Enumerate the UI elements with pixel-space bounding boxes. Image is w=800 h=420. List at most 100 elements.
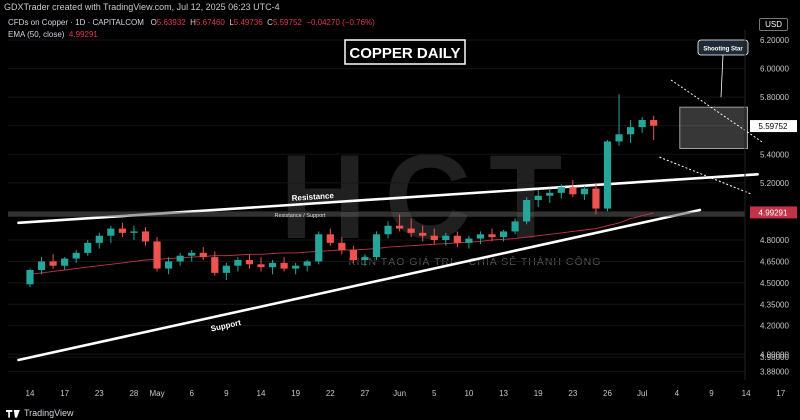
candle-body (523, 200, 531, 222)
low-value: 5.49736 (233, 18, 263, 27)
callout-pointer (720, 54, 724, 98)
candle-body (326, 234, 334, 243)
candle-body (511, 221, 519, 232)
last-price-label: 5.59752 (759, 122, 788, 131)
candle-body (580, 188, 588, 195)
y-tick-label: 6.00000 (760, 65, 789, 74)
y-tick-label: 4.20000 (760, 322, 789, 331)
y-tick-label: 5.20000 (760, 179, 789, 188)
x-tick-label: 22 (326, 389, 335, 398)
x-tick-label: 10 (464, 389, 473, 398)
candle-body (534, 195, 542, 200)
y-tick-label: 4.80000 (760, 236, 789, 245)
shooting-star-label: Shooting Star (703, 47, 743, 53)
x-tick-label: 13 (499, 389, 508, 398)
candle-body (37, 261, 46, 270)
ema-price-label: 4.99291 (759, 208, 788, 217)
candle-body (49, 261, 57, 266)
channel-lower-dotted (659, 156, 753, 195)
candle-body (569, 187, 577, 195)
candle-body (615, 134, 623, 142)
candle-body (199, 252, 207, 258)
last-price-tag (750, 120, 797, 133)
x-tick-label: 17 (776, 389, 785, 398)
x-tick-label: 6 (189, 389, 194, 398)
y-tick-label: 3.98000 (760, 353, 789, 362)
x-tick-label: May (149, 389, 164, 398)
candle-body (627, 127, 635, 135)
candle-body (95, 235, 103, 243)
candle-body (268, 262, 277, 268)
chart-legend: CFDs on Copper · 1D · CAPITALCOM O5.6393… (8, 17, 375, 41)
candle-body (476, 234, 485, 239)
candle-body (315, 234, 323, 262)
candle-body (211, 257, 219, 273)
y-tick-label: 4.00000 (760, 350, 789, 359)
y-tick-label: 4.65000 (760, 257, 789, 266)
candle-body (118, 228, 126, 233)
candle-body (546, 192, 554, 196)
open-value: 5.63932 (156, 18, 186, 27)
resistance-label: Resistance (291, 191, 334, 203)
candle-body (84, 242, 92, 253)
chart-credit: GDXTrader created with TradingView.com, … (4, 2, 280, 12)
channel-upper-dotted (670, 79, 764, 144)
support-label: Support (210, 318, 242, 333)
candle-body (603, 141, 612, 209)
ema-legend[interactable]: EMA (50, close) 4.99291 (8, 30, 98, 39)
candle-body (372, 234, 381, 258)
candle-body (361, 257, 369, 260)
consolidation-box (679, 106, 748, 149)
candle-body (257, 264, 265, 268)
x-tick-label: 14 (257, 389, 266, 398)
candle-body (430, 235, 438, 240)
candle-body (419, 232, 427, 236)
candle-body (349, 250, 357, 260)
candle-body (638, 120, 646, 128)
candle-body (188, 252, 196, 256)
candle-body (442, 235, 450, 240)
x-tick-label: 28 (129, 389, 138, 398)
candle-body (107, 228, 115, 236)
x-tick-label: 9 (224, 389, 229, 398)
x-tick-label: 19 (291, 389, 300, 398)
candle-body (592, 188, 600, 209)
x-tick-label: 26 (603, 389, 612, 398)
support-trendline (17, 208, 702, 362)
x-tick-label: 4 (675, 389, 680, 398)
candle-body (453, 235, 461, 243)
x-tick-label: 5 (432, 389, 437, 398)
candle-body (338, 242, 346, 250)
tradingview-brand[interactable]: TradingView (6, 408, 74, 418)
x-tick-label: Jul (637, 389, 647, 398)
candle-body (292, 265, 300, 269)
candle-body (176, 255, 184, 262)
x-tick-label: 9 (709, 389, 714, 398)
tradingview-logo-icon (6, 409, 20, 418)
candle-body (61, 258, 69, 266)
candle-body (222, 265, 230, 273)
y-tick-label: 3.88000 (760, 367, 789, 376)
candle-body (26, 270, 34, 285)
x-tick-label: 23 (568, 389, 577, 398)
y-tick-label: 5.80000 (760, 93, 789, 102)
x-tick-label: 14 (26, 389, 35, 398)
x-tick-label: 23 (95, 389, 104, 398)
currency-button[interactable]: USD (759, 18, 788, 31)
symbol-name[interactable]: CFDs on Copper · 1D · CAPITALCOM (8, 18, 144, 27)
resistance-support-band (8, 211, 745, 217)
candle-body (396, 225, 404, 229)
candle-body (72, 252, 80, 259)
candle-body (165, 261, 173, 269)
y-tick-label: 4.35000 (760, 300, 789, 309)
chart-title: COPPER DAILY (349, 45, 460, 62)
y-tick-label: 6.20000 (760, 36, 789, 45)
x-tick-label: 19 (534, 389, 543, 398)
candle-body (650, 120, 658, 126)
candle-body (303, 261, 311, 266)
high-value: 5.67460 (195, 18, 225, 27)
candle-body (407, 228, 415, 233)
candle-body (557, 187, 565, 193)
x-tick-label: 14 (742, 389, 751, 398)
